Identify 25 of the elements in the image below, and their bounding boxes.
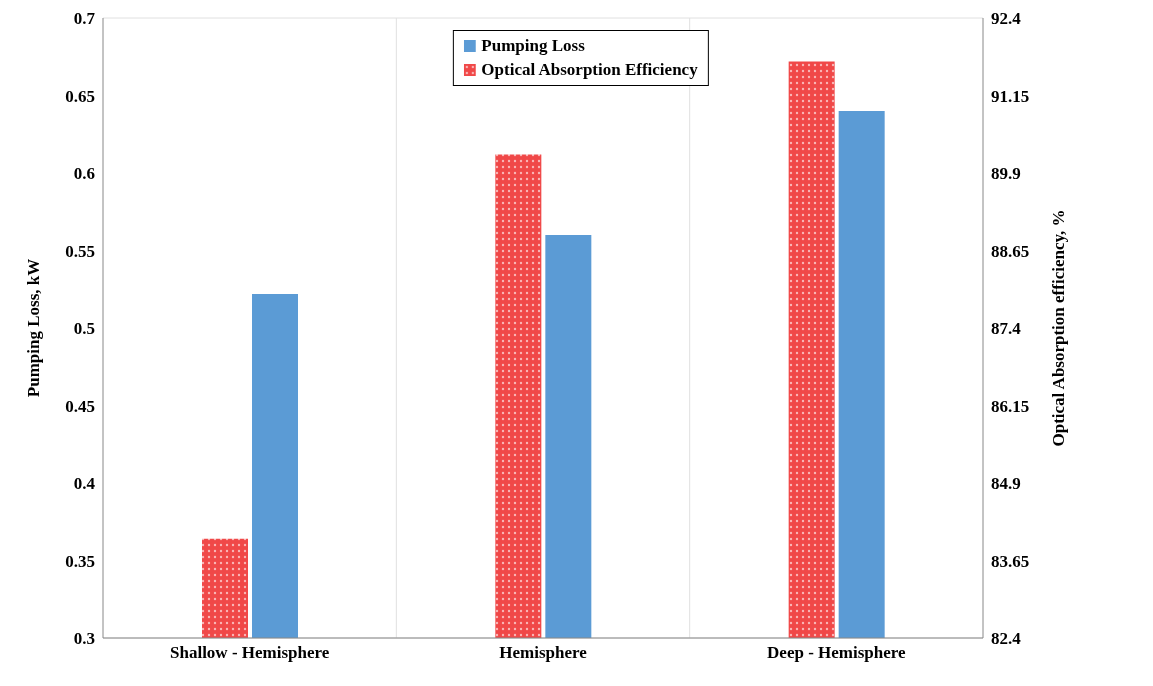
legend-label: Optical Absorption Efficiency bbox=[481, 59, 698, 81]
y2-tick-label: 82.4 bbox=[991, 629, 1022, 649]
y-tick-label: 0.5 bbox=[73, 319, 95, 339]
y2-tick-label: 83.65 bbox=[991, 551, 1030, 571]
x-tick-label: Deep - Hemisphere bbox=[767, 643, 907, 663]
y2-tick-label: 87.4 bbox=[991, 319, 1022, 339]
y2-tick-label: 89.9 bbox=[991, 164, 1021, 184]
y-tick-label: 0.4 bbox=[73, 474, 96, 494]
y2-tick-label: 92.4 bbox=[991, 9, 1022, 29]
y-tick-label: 0.7 bbox=[73, 9, 96, 29]
legend-label: Pumping Loss bbox=[481, 35, 585, 57]
y2-tick-label: 88.65 bbox=[991, 241, 1030, 261]
y2-tick-label: 84.9 bbox=[991, 474, 1021, 494]
y-tick-label: 0.35 bbox=[65, 551, 95, 571]
y2-tick-label: 86.15 bbox=[991, 396, 1030, 416]
y2-axis-title: Optical Absorption efficiency, % bbox=[1049, 209, 1069, 447]
y-tick-label: 0.6 bbox=[73, 164, 95, 184]
y-tick-label: 0.55 bbox=[65, 241, 95, 261]
x-tick-label: Shallow - Hemisphere bbox=[170, 643, 330, 663]
y-axis-title: Pumping Loss, kW bbox=[24, 258, 44, 398]
y-tick-label: 0.3 bbox=[73, 629, 95, 649]
y-tick-label: 0.65 bbox=[65, 86, 95, 106]
x-tick-label: Hemisphere bbox=[499, 643, 588, 663]
y2-tick-label: 91.15 bbox=[991, 86, 1030, 106]
y-tick-label: 0.45 bbox=[65, 396, 95, 416]
